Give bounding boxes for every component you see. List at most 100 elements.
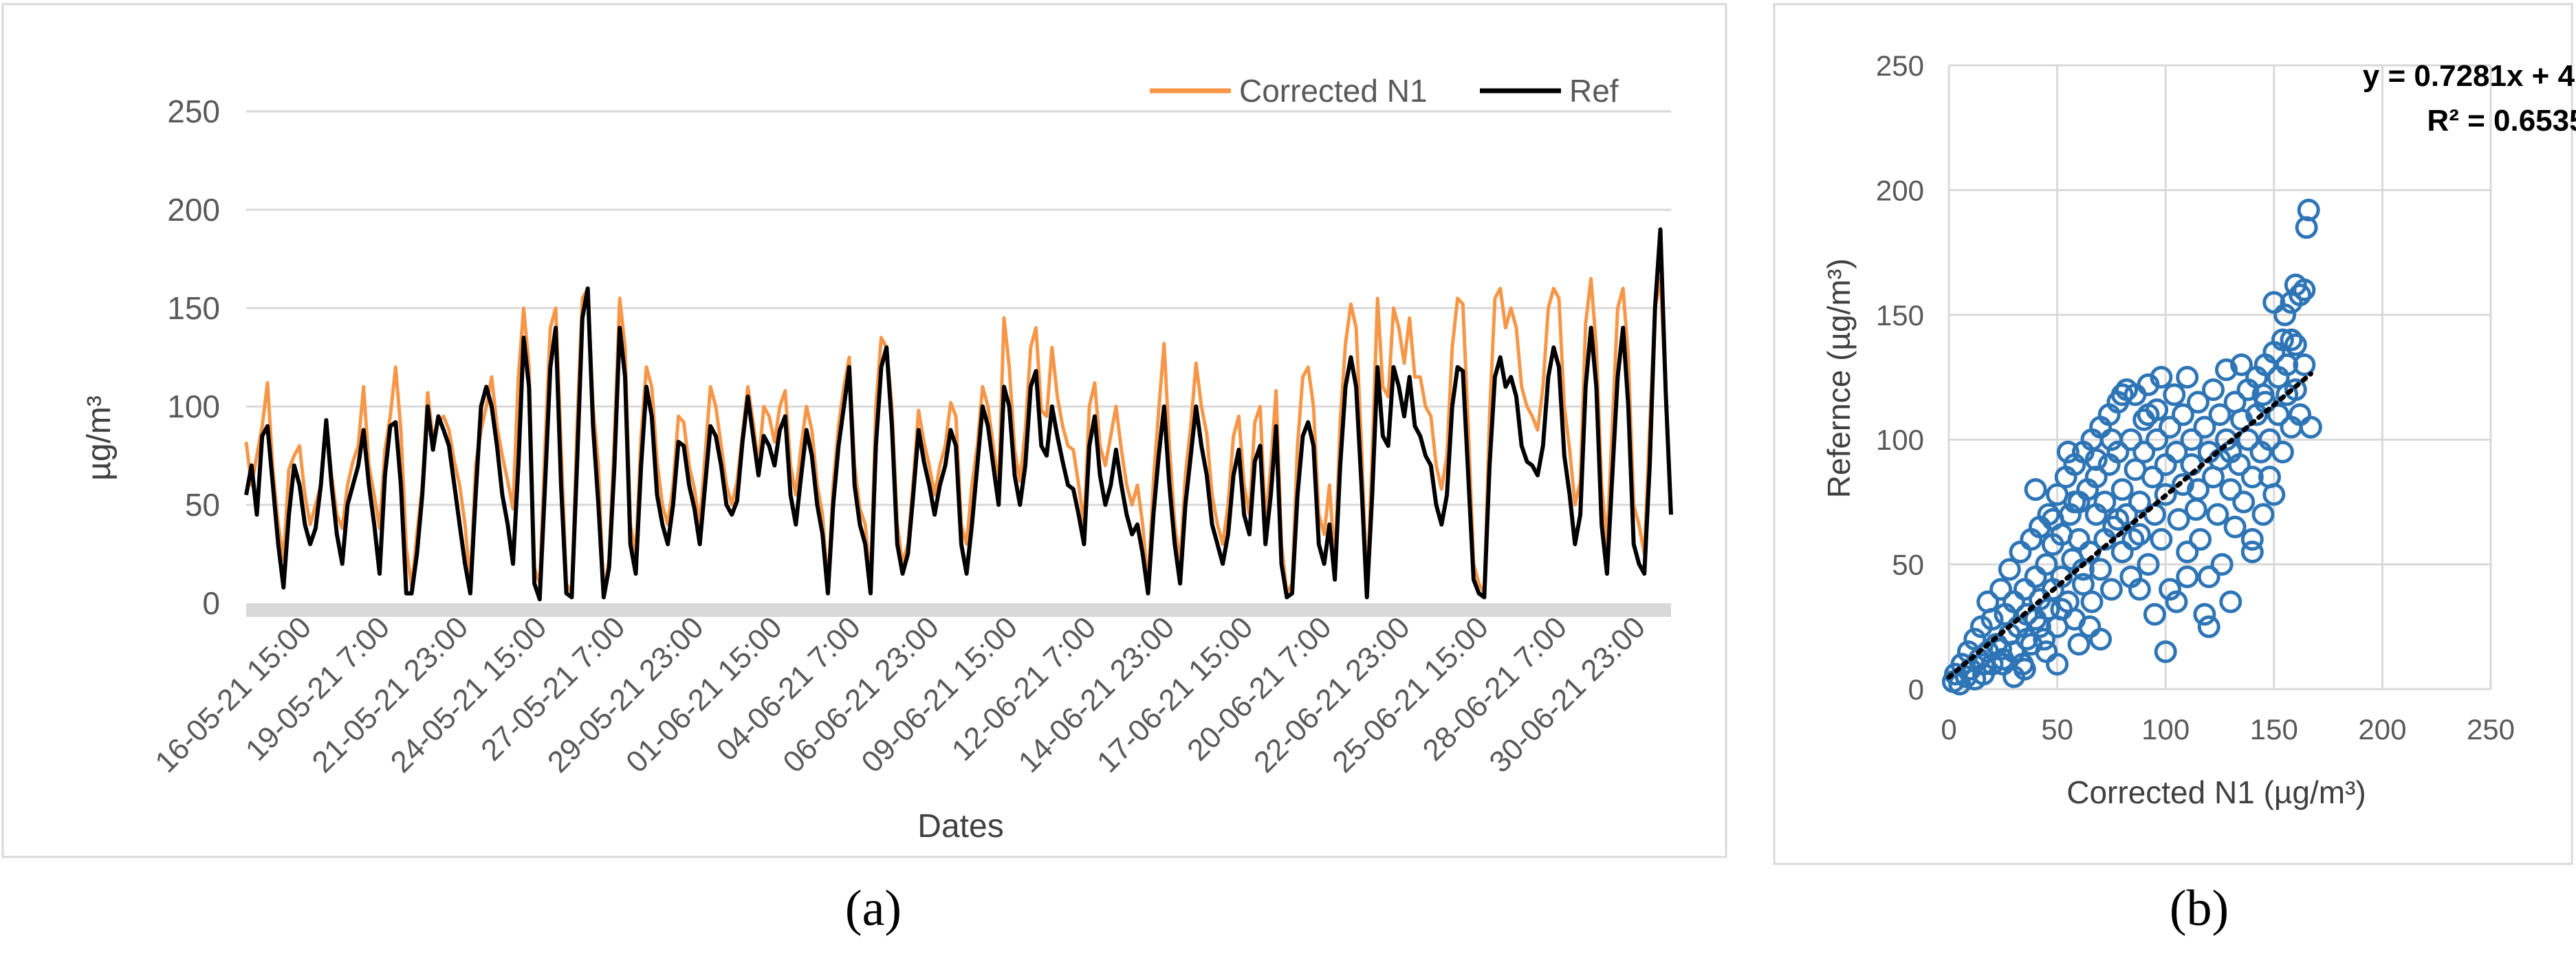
scatter-point [2208, 403, 2231, 426]
scatter-point [2084, 448, 2108, 471]
panel-a-y-axis-title: µg/m³ [81, 395, 118, 481]
scatter-point [2028, 615, 2051, 638]
scatter-point [2180, 428, 2203, 451]
scatter-point [2050, 598, 2073, 621]
scatter-point [2202, 378, 2225, 402]
legend-label-corrected-n1: Corrected N1 [1239, 73, 1428, 109]
scatter-point [1989, 638, 2013, 661]
scatter-point [2236, 428, 2260, 451]
panel-b-x-axis-title: Corrected N1 (µg/m³) [2066, 774, 2366, 810]
scatter-point [2084, 466, 2108, 489]
scatter-point [2280, 328, 2303, 351]
scatter-point [2071, 573, 2095, 596]
scatter-point [2154, 483, 2177, 506]
scatter-point [2293, 353, 2316, 376]
panel-b-x-tick-labels: 0 50 100 150 200 250 [1941, 713, 2515, 746]
regression-equation: y = 0.7281x + 4.7738 [2363, 59, 2576, 93]
scatter-point [2258, 428, 2281, 451]
scatter-point [1989, 578, 2013, 601]
scatter-point [2187, 478, 2209, 501]
y-tick-label-50: 50 [1892, 549, 1924, 581]
panel-b-frame [1773, 3, 2573, 865]
scatter-point [2171, 473, 2194, 496]
panel-a-label: (a) [845, 880, 902, 937]
y-tick-label-100: 100 [167, 389, 220, 424]
scatter-point [2240, 528, 2264, 551]
x-tick-label-100: 100 [2141, 713, 2190, 746]
scatter-point [2063, 490, 2086, 514]
scatter-point [2251, 503, 2275, 526]
y-tick-label-250: 250 [167, 94, 220, 129]
y-tick-label-0: 0 [1908, 673, 1924, 706]
scatter-point [2067, 633, 2091, 656]
scatter-point [1972, 653, 1995, 676]
scatter-point [2165, 590, 2188, 613]
scatter-point [2223, 515, 2247, 539]
legend-label-ref: Ref [1569, 73, 1619, 109]
scatter-point [2197, 565, 2220, 589]
scatter-point [2033, 627, 2056, 651]
panel-a-y-tick-labels: 0 50 100 150 200 250 [167, 94, 220, 621]
y-tick-label-200: 200 [1876, 174, 1924, 206]
scatter-point [2176, 565, 2199, 589]
scatter-point [2037, 503, 2060, 526]
scatter-point [2193, 415, 2216, 439]
scatter-point [1998, 558, 2021, 581]
scatter-point [2141, 466, 2164, 489]
y-tick-label-100: 100 [1876, 424, 1924, 456]
x-tick-label-150: 150 [2250, 713, 2298, 746]
scatter-point [2165, 440, 2188, 464]
scatter-point [2146, 428, 2169, 451]
scatter-point [2215, 358, 2238, 382]
scatter-point [2171, 403, 2194, 426]
scatter-point [2093, 490, 2117, 514]
scatter-point [2110, 383, 2134, 406]
panel-b-points [1941, 198, 2322, 696]
scatter-point [2089, 558, 2113, 581]
scatter-point [2024, 478, 2047, 501]
y-tick-label-50: 50 [185, 487, 220, 523]
y-tick-label-150: 150 [1876, 299, 1924, 332]
series-line-ref [244, 227, 1673, 602]
scatter-point [2262, 291, 2286, 314]
scatter-point [2106, 440, 2130, 464]
scatter-point [2271, 328, 2294, 351]
scatter-point [2099, 428, 2123, 451]
panel-a-x-axis-band [246, 603, 1671, 617]
scatter-point [2041, 508, 2064, 531]
scatter-point [2150, 528, 2173, 551]
scatter-point [2219, 590, 2242, 613]
y-tick-label-200: 200 [167, 192, 220, 228]
scatter-point [2137, 553, 2160, 576]
x-tick-label-200: 200 [2358, 713, 2406, 746]
scatter-point [2128, 578, 2151, 601]
scatter-point [2232, 490, 2256, 514]
scatter-point [2189, 528, 2212, 551]
panel-b: 0 50 100 150 200 250 0 50 100 150 200 250 y = 0.72… [1773, 3, 2576, 865]
trendline [1946, 371, 2313, 680]
scatter-point [2143, 602, 2166, 626]
y-tick-label-0: 0 [202, 585, 220, 621]
scatter-point [2132, 440, 2156, 464]
scatter-point [2159, 415, 2181, 439]
scatter-point [2099, 578, 2123, 601]
scatter-point [2121, 528, 2145, 551]
scatter-point [2193, 602, 2216, 626]
scatter-point [2230, 408, 2253, 431]
scatter-point [2251, 383, 2275, 406]
scatter-point [2197, 615, 2220, 638]
scatter-point [2271, 440, 2294, 464]
scatter-point [2297, 198, 2320, 221]
y-tick-label-250: 250 [1876, 50, 1924, 82]
panel-b-y-tick-labels: 0 50 100 150 200 250 [1876, 50, 1924, 706]
scatter-point [2110, 478, 2134, 501]
scatter-point [2299, 415, 2322, 439]
scatter-point [2150, 366, 2173, 389]
scatter-point [2176, 541, 2199, 563]
panel-a-x-axis-title: Dates [917, 808, 1003, 845]
scatter-point [2078, 615, 2102, 638]
scatter-point [2154, 640, 2177, 664]
panel-a-series [244, 227, 1673, 602]
scatter-point [2215, 428, 2238, 451]
